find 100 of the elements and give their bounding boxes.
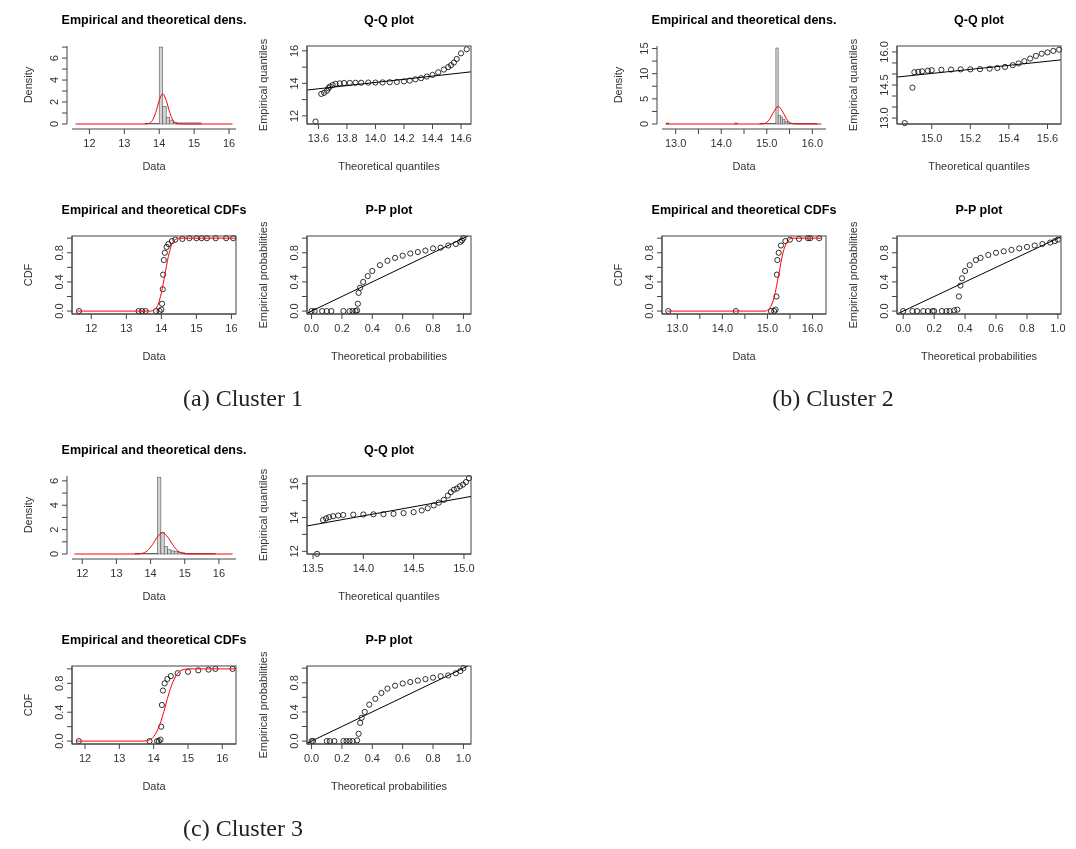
chart-title: Empirical and theoretical CDFs xyxy=(651,203,837,217)
x-tick-label: 16.0 xyxy=(801,322,824,334)
y-tick-label: 12 xyxy=(288,109,300,122)
y-tick-label: 16.0 xyxy=(878,41,890,63)
y-tick-label: 0 xyxy=(638,120,650,128)
y-tick-label: 6 xyxy=(48,477,60,484)
y-tick-label: 0.4 xyxy=(288,274,300,290)
x-tick-label: 14.4 xyxy=(421,132,444,144)
y-tick-label: 14 xyxy=(288,511,300,524)
x-tick-label: 14 xyxy=(144,567,157,579)
text: (b) Cluster 2 xyxy=(772,385,894,411)
y-tick-label: 14.5 xyxy=(878,74,890,96)
x-tick-label: 1.0 xyxy=(455,322,472,334)
x-axis-title: Theoretical quantiles xyxy=(928,160,1031,172)
y-axis-title: Empirical quantiles xyxy=(257,468,269,562)
x-tick-label: 0.8 xyxy=(425,752,441,764)
y-axis-title: Empirical quantiles xyxy=(257,38,269,132)
x-tick-label: 0.0 xyxy=(895,322,911,334)
x-tick-label: 16.0 xyxy=(801,137,824,149)
y-tick-label: 0.0 xyxy=(288,303,300,319)
y-tick-label: 0.8 xyxy=(288,245,300,261)
y-tick-label: 10 xyxy=(638,67,650,80)
text: (c) Cluster 3 xyxy=(183,815,303,841)
x-tick-label: 15.4 xyxy=(998,132,1020,144)
y-axis-title: Density xyxy=(612,66,624,104)
chart-title: Empirical and theoretical dens. xyxy=(651,13,837,27)
y-tick-label: 0.0 xyxy=(643,303,655,319)
x-axis-title: Theoretical quantiles xyxy=(338,160,441,172)
x-tick-label: 16 xyxy=(212,567,226,579)
y-tick-label: 0 xyxy=(48,120,60,128)
chart-title: Empirical and theoretical dens. xyxy=(61,13,247,27)
y-tick-label: 4 xyxy=(48,76,60,84)
x-tick-label: 14.6 xyxy=(450,132,472,144)
chart-title: Empirical and theoretical dens. xyxy=(61,443,247,457)
x-tick-label: 12 xyxy=(78,752,92,764)
x-tick-label: 13.0 xyxy=(666,322,689,334)
text: (a) Cluster 1 xyxy=(183,385,303,411)
y-axis-title: CDF xyxy=(22,263,34,287)
y-tick-label: 4 xyxy=(48,502,60,509)
x-tick-label: 0.8 xyxy=(425,322,441,334)
x-axis-title: Data xyxy=(732,350,757,362)
x-tick-label: 0.4 xyxy=(957,322,973,334)
x-tick-label: 13.8 xyxy=(336,132,358,144)
y-tick-label: 0 xyxy=(48,550,60,558)
y-tick-label: 2 xyxy=(48,526,60,533)
x-tick-label: 13 xyxy=(120,322,133,334)
x-tick-label: 15.0 xyxy=(921,132,943,144)
x-axis-title: Data xyxy=(142,160,167,172)
x-tick-label: 14.0 xyxy=(352,562,375,574)
x-axis-title: Theoretical probabilities xyxy=(920,350,1038,362)
y-axis-title: CDF xyxy=(612,263,624,287)
x-tick-label: 15 xyxy=(178,567,191,579)
chart-title: Q-Q plot xyxy=(954,13,1005,27)
x-tick-label: 0.6 xyxy=(988,322,1004,334)
y-tick-label: 0.8 xyxy=(878,245,890,261)
x-tick-label: 15 xyxy=(190,322,203,334)
y-tick-label: 0.4 xyxy=(53,274,65,290)
y-axis-title: Empirical probabilities xyxy=(257,221,269,329)
y-tick-label: 0.8 xyxy=(53,675,65,691)
y-axis-title: Empirical probabilities xyxy=(257,651,269,759)
y-tick-label: 5 xyxy=(638,95,650,102)
x-tick-label: 14.0 xyxy=(711,322,734,334)
x-tick-label: 0.6 xyxy=(395,322,411,334)
y-tick-label: 0.0 xyxy=(53,733,65,749)
x-tick-label: 0.0 xyxy=(303,322,320,334)
chart-title: P-P plot xyxy=(365,633,414,647)
y-tick-label: 14 xyxy=(288,77,300,90)
y-tick-label: 0.0 xyxy=(878,303,890,319)
x-tick-label: 13 xyxy=(118,137,131,149)
x-tick-label: 13.5 xyxy=(302,562,324,574)
chart-title: P-P plot xyxy=(955,203,1004,217)
y-axis-title: CDF xyxy=(22,693,34,717)
x-tick-label: 15 xyxy=(181,752,195,764)
x-tick-label: 14.2 xyxy=(393,132,415,144)
x-tick-label: 13 xyxy=(113,752,126,764)
x-tick-label: 1.0 xyxy=(1050,322,1066,334)
x-tick-label: 0.2 xyxy=(334,752,350,764)
y-tick-label: 15 xyxy=(638,42,650,55)
x-tick-label: 14 xyxy=(155,322,168,334)
chart-title: Q-Q plot xyxy=(364,443,415,457)
y-axis-title: Density xyxy=(22,496,34,534)
x-tick-label: 15.2 xyxy=(959,132,982,144)
y-tick-label: 13.0 xyxy=(878,107,890,129)
y-axis-title: Empirical quantiles xyxy=(847,38,859,132)
x-tick-label: 16 xyxy=(216,752,229,764)
x-tick-label: 15.6 xyxy=(1036,132,1059,144)
x-tick-label: 0.8 xyxy=(1019,322,1035,334)
x-tick-label: 12 xyxy=(76,567,89,579)
x-axis-title: Theoretical probabilities xyxy=(330,780,448,792)
y-tick-label: 16 xyxy=(288,44,300,57)
x-axis-title: Data xyxy=(142,780,167,792)
y-tick-label: 12 xyxy=(288,545,300,558)
x-tick-label: 1.0 xyxy=(455,752,472,764)
y-tick-label: 0.4 xyxy=(878,274,890,290)
y-tick-label: 0.4 xyxy=(643,274,655,290)
y-tick-label: 6 xyxy=(48,55,60,62)
x-tick-label: 16 xyxy=(225,322,238,334)
y-tick-label: 0.0 xyxy=(288,733,300,749)
y-axis-title: Density xyxy=(22,66,34,104)
x-tick-label: 0.2 xyxy=(926,322,942,334)
